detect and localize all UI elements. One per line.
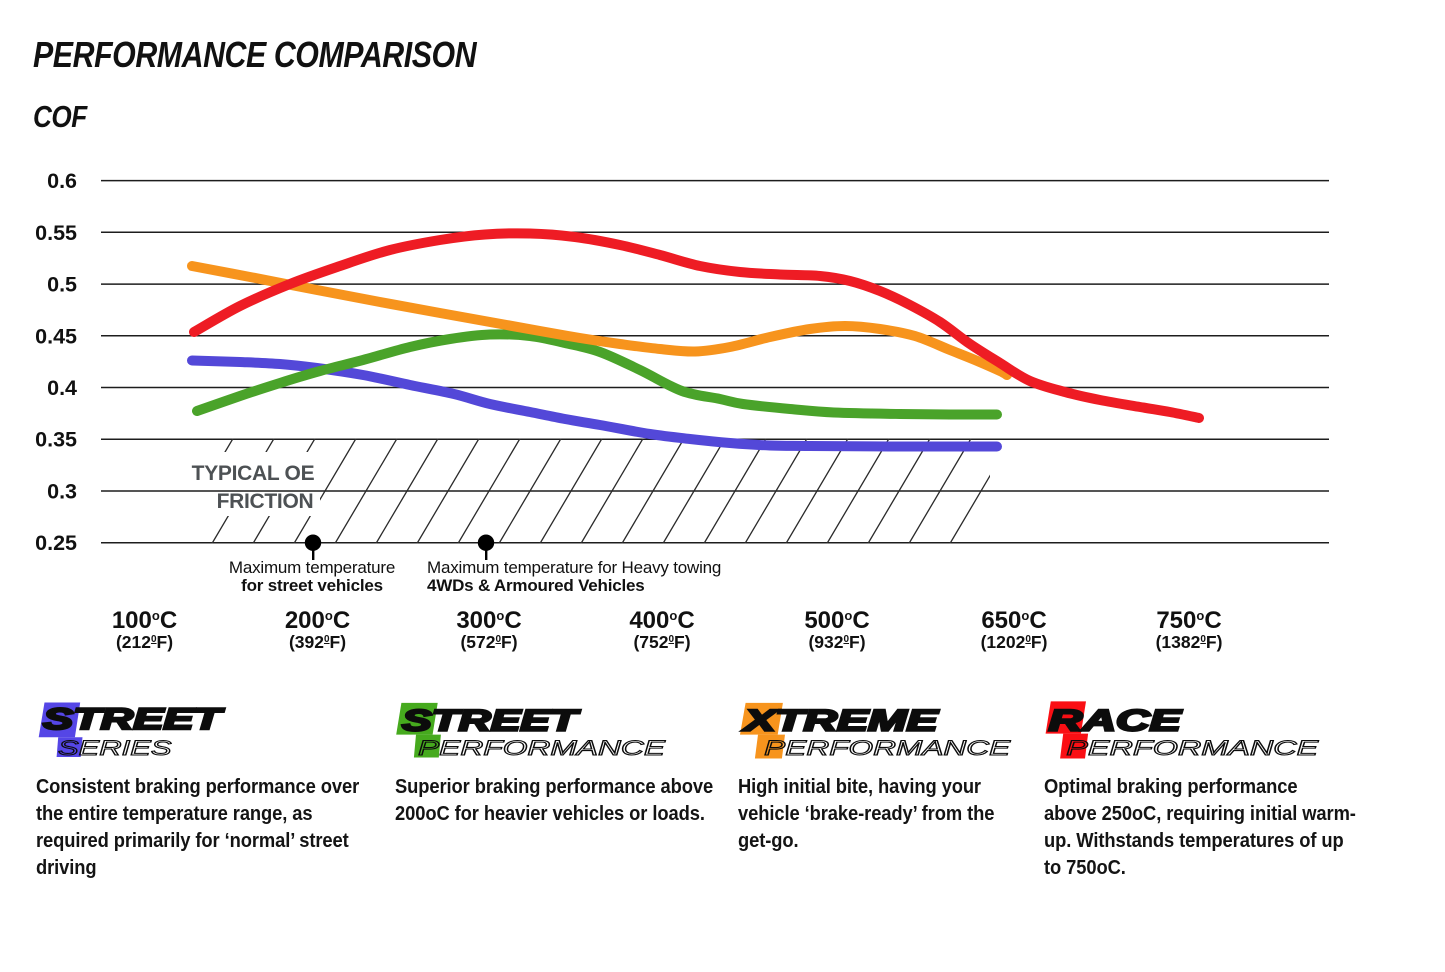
- svg-text:500oC: 500oC: [804, 607, 869, 634]
- svg-text:(9320F): (9320F): [808, 632, 865, 652]
- svg-text:XTREME: XTREME: [741, 705, 939, 738]
- svg-text:0.25: 0.25: [35, 531, 77, 555]
- svg-text:0.45: 0.45: [35, 324, 77, 348]
- svg-text:PERFORMANCE: PERFORMANCE: [764, 736, 1011, 760]
- svg-text:RACE: RACE: [1049, 705, 1183, 738]
- svg-text:4WDs & Armoured Vehicles: 4WDs & Armoured Vehicles: [427, 576, 645, 595]
- svg-text:STREET: STREET: [43, 703, 226, 736]
- svg-text:(12020F): (12020F): [981, 632, 1048, 652]
- svg-text:PERFORMANCE: PERFORMANCE: [1066, 736, 1319, 760]
- svg-text:(2120F): (2120F): [116, 632, 173, 652]
- svg-text:0.5: 0.5: [47, 273, 77, 297]
- svg-text:Maximum temperature for Heavy: Maximum temperature for Heavy towing: [427, 558, 721, 577]
- svg-text:750oC: 750oC: [1156, 607, 1221, 634]
- svg-text:300oC: 300oC: [456, 607, 521, 634]
- svg-text:(3920F): (3920F): [289, 632, 346, 652]
- svg-text:0.3: 0.3: [47, 480, 77, 504]
- svg-text:FRICTION: FRICTION: [217, 490, 314, 513]
- svg-text:SERIES: SERIES: [58, 736, 172, 760]
- svg-text:650oC: 650oC: [981, 607, 1046, 634]
- svg-text:(7520F): (7520F): [633, 632, 690, 652]
- svg-text:200oC: 200oC: [285, 607, 350, 634]
- svg-text:0.6: 0.6: [47, 169, 77, 193]
- svg-text:STREET: STREET: [402, 705, 581, 738]
- svg-text:(5720F): (5720F): [460, 632, 517, 652]
- svg-text:for street vehicles: for street vehicles: [241, 576, 383, 595]
- svg-text:0.55: 0.55: [35, 221, 77, 245]
- svg-text:Maximum temperature: Maximum temperature: [229, 558, 395, 577]
- svg-text:(13820F): (13820F): [1156, 632, 1223, 652]
- svg-text:TYPICAL OE: TYPICAL OE: [192, 462, 315, 485]
- svg-text:PERFORMANCE: PERFORMANCE: [418, 736, 666, 760]
- svg-text:400oC: 400oC: [629, 607, 694, 634]
- svg-text:0.35: 0.35: [35, 428, 77, 452]
- svg-text:0.4: 0.4: [47, 376, 77, 400]
- svg-text:100oC: 100oC: [112, 607, 177, 634]
